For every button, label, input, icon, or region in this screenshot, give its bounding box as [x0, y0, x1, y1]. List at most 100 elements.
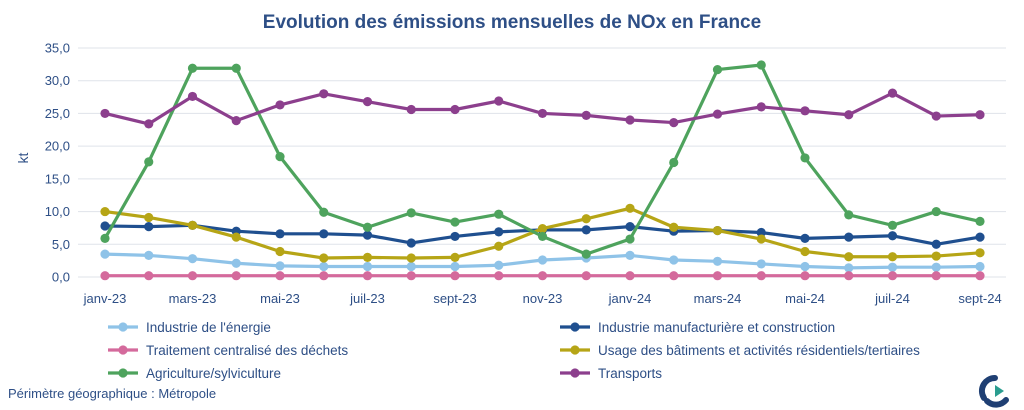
- legend-swatch-marker: [570, 368, 580, 378]
- legend-item: Usage des bâtiments et activités résiden…: [560, 343, 920, 358]
- data-point: [100, 249, 110, 259]
- data-point: [625, 222, 635, 232]
- y-axis-ticks: 0,0 5,0 10,0 15,0 20,0 25,0 30,0 35,0: [45, 41, 70, 285]
- data-point: [450, 104, 460, 115]
- data-point: [406, 104, 416, 115]
- data-point: [537, 231, 548, 242]
- data-point: [756, 102, 766, 112]
- data-point: [406, 271, 416, 281]
- data-point: [975, 248, 985, 258]
- data-point: [537, 108, 548, 119]
- data-point: [275, 261, 285, 271]
- legend-item: Industrie manufacturière et construction: [560, 320, 835, 335]
- data-point: [450, 271, 460, 281]
- data-point: [187, 91, 198, 102]
- data-point: [844, 271, 854, 281]
- data-point: [756, 60, 766, 70]
- x-tick-label: juil-23: [349, 291, 385, 306]
- data-point: [625, 271, 635, 281]
- data-point: [931, 271, 941, 281]
- data-point: [756, 227, 766, 238]
- series-Usage des bâtiments et activités résidentiels/tertiaires: [100, 203, 985, 263]
- x-tick-label: juil-24: [874, 291, 910, 306]
- data-point: [756, 259, 766, 269]
- data-point: [625, 115, 635, 125]
- data-point: [975, 216, 985, 226]
- chart-title: Evolution des émissions mensuelles de NO…: [262, 12, 762, 33]
- data-point: [800, 271, 810, 281]
- data-point: [625, 234, 635, 244]
- data-point: [712, 64, 723, 75]
- data-point: [975, 232, 985, 242]
- legend-label: Traitement centralisé des déchets: [146, 343, 348, 358]
- series-Industrie de l'énergie: [100, 249, 985, 273]
- y-tick-label: 5,0: [52, 237, 70, 252]
- data-point: [931, 239, 941, 249]
- data-point: [844, 210, 854, 220]
- data-point: [537, 255, 548, 265]
- data-point: [362, 230, 373, 240]
- data-point: [144, 222, 154, 232]
- legend-swatch-marker: [570, 322, 580, 332]
- x-tick-label: mai-23: [260, 291, 300, 306]
- data-point: [187, 63, 198, 73]
- data-point: [887, 252, 898, 262]
- data-point: [275, 271, 285, 281]
- data-point: [581, 110, 591, 120]
- y-tick-label: 20,0: [45, 139, 70, 154]
- data-point: [450, 217, 460, 227]
- data-point: [231, 232, 241, 242]
- data-point: [844, 232, 854, 242]
- data-point: [669, 222, 679, 232]
- data-point: [712, 271, 723, 281]
- data-point: [319, 261, 329, 272]
- data-point: [319, 271, 329, 281]
- y-axis-label: kt: [15, 152, 31, 163]
- data-point: [100, 108, 110, 119]
- data-point: [362, 97, 373, 107]
- data-point: [581, 225, 591, 235]
- data-point: [494, 96, 504, 106]
- x-tick-label: sept-23: [433, 291, 476, 306]
- y-tick-label: 30,0: [45, 73, 70, 88]
- legend-label: Transports: [598, 366, 662, 381]
- data-point: [319, 253, 329, 263]
- data-point: [800, 153, 810, 163]
- x-tick-label: sept-24: [958, 291, 1001, 306]
- footnote: Périmètre géographique : Métropole: [8, 386, 217, 401]
- legend-label: Industrie manufacturière et construction: [598, 320, 835, 335]
- data-point: [800, 246, 810, 257]
- legend-swatch-marker: [118, 368, 128, 378]
- data-point: [537, 223, 548, 234]
- x-tick-label: janv-23: [83, 291, 127, 306]
- data-point: [231, 63, 241, 73]
- data-point: [100, 206, 110, 217]
- legend-swatch-marker: [570, 345, 580, 355]
- data-point: [712, 225, 723, 236]
- grid-lines: [78, 47, 1006, 278]
- series-Transports: [100, 88, 985, 129]
- series-Traitement centralisé des déchets: [100, 271, 985, 281]
- data-point: [625, 203, 635, 213]
- data-point: [406, 261, 416, 272]
- data-point: [494, 271, 504, 281]
- data-point: [231, 116, 241, 126]
- legend-label: Agriculture/sylviculture: [146, 366, 281, 381]
- data-point: [319, 229, 329, 239]
- data-point: [275, 246, 285, 257]
- data-point: [450, 261, 460, 272]
- data-point: [800, 106, 810, 116]
- data-point: [144, 212, 154, 223]
- data-point: [144, 250, 154, 261]
- data-point: [406, 208, 416, 218]
- data-point: [975, 261, 985, 272]
- data-point: [669, 157, 679, 168]
- legend-item: Transports: [560, 366, 662, 381]
- data-point: [100, 221, 110, 231]
- data-point: [231, 258, 241, 268]
- y-tick-label: 10,0: [45, 204, 70, 219]
- data-point: [844, 263, 854, 273]
- x-tick-label: janv-24: [608, 291, 652, 306]
- data-point: [887, 271, 898, 281]
